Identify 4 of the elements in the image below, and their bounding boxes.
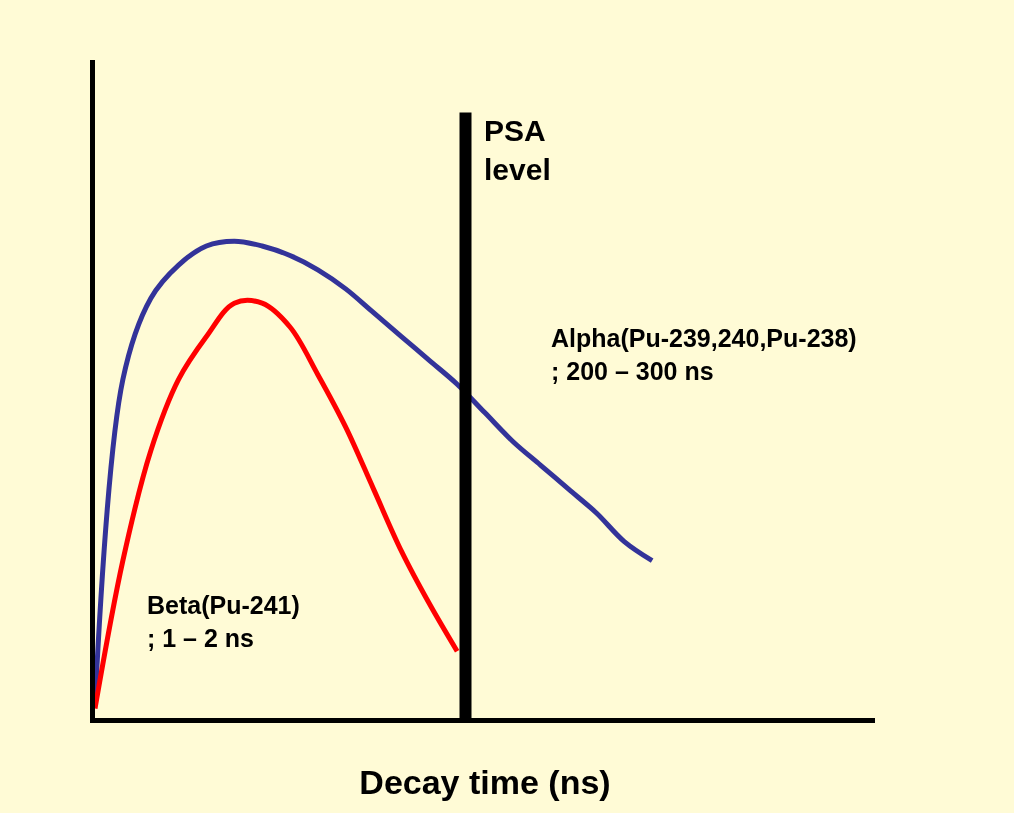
annotation: Alpha(Pu-239,240,Pu-238) ; 200 – 300 ns	[551, 324, 857, 385]
annotation: Beta(Pu-241) ; 1 – 2 ns	[147, 591, 300, 652]
text: PSA level	[484, 114, 551, 186]
x-axis-title: Decay time (ns)	[359, 763, 611, 802]
